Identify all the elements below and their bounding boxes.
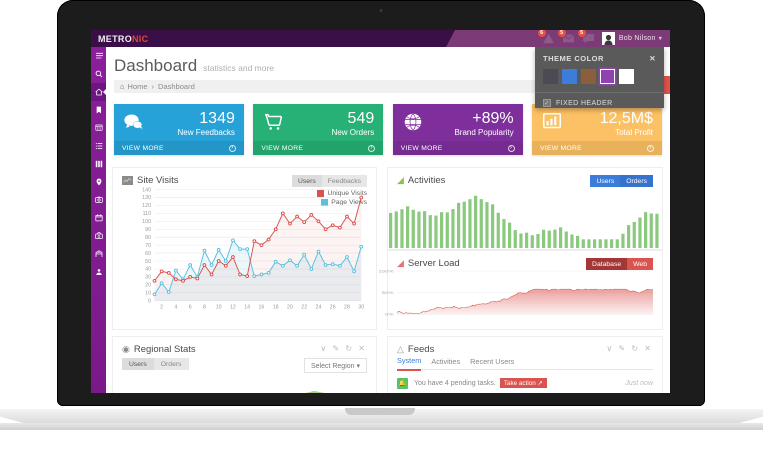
svg-text:16: 16 [259, 305, 265, 311]
svg-text:8: 8 [203, 305, 206, 311]
svg-text:130: 130 [142, 195, 151, 201]
svg-text:28: 28 [344, 305, 350, 311]
svg-text:14: 14 [244, 305, 250, 311]
svg-text:10: 10 [216, 305, 222, 311]
svg-text:70: 70 [145, 243, 151, 249]
svg-text:90: 90 [145, 227, 151, 233]
svg-text:50%: 50% [382, 291, 395, 295]
svg-text:50: 50 [145, 259, 151, 265]
svg-text:18: 18 [273, 305, 279, 311]
svg-text:0%: 0% [385, 313, 394, 317]
svg-text:10: 10 [145, 291, 151, 297]
svg-text:30: 30 [358, 305, 364, 311]
svg-text:2: 2 [160, 305, 163, 311]
svg-text:20: 20 [287, 305, 293, 311]
svg-text:20: 20 [145, 283, 151, 289]
svg-text:120: 120 [142, 203, 151, 209]
svg-text:0: 0 [148, 298, 151, 304]
svg-text:140: 140 [142, 187, 151, 193]
svg-text:6: 6 [189, 305, 192, 311]
svg-text:24: 24 [316, 305, 322, 311]
svg-text:12: 12 [230, 305, 236, 311]
svg-text:110: 110 [143, 211, 151, 217]
svg-text:30: 30 [145, 275, 151, 281]
svg-text:100: 100 [142, 219, 151, 225]
svg-text:80: 80 [145, 235, 151, 241]
svg-text:26: 26 [330, 305, 336, 311]
svg-text:40: 40 [145, 267, 151, 273]
svg-text:100%: 100% [378, 270, 394, 274]
svg-text:4: 4 [174, 305, 177, 311]
svg-text:60: 60 [145, 251, 151, 257]
svg-text:22: 22 [301, 305, 307, 311]
